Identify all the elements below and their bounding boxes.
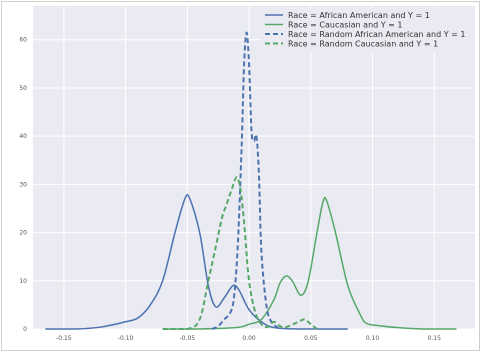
legend-label: Race = Random African American and Y = 1 [288, 30, 465, 39]
plot-area [33, 6, 475, 329]
x-tick-label: 0.10 [366, 335, 380, 342]
x-tick-label: 0.15 [428, 335, 442, 342]
y-tick-label: 0 [23, 326, 27, 333]
series-lines [45, 31, 457, 330]
y-tick-label: 50 [19, 85, 27, 92]
x-tick-label: -0.10 [118, 335, 134, 342]
legend-label: Race = Caucasian and Y = 1 [288, 21, 403, 30]
y-tick-label: 20 [19, 230, 27, 237]
y-tick-label: 30 [19, 181, 27, 188]
x-tick-label: -0.15 [56, 335, 72, 342]
x-tick-label: -0.05 [180, 335, 196, 342]
grid-lines [33, 6, 475, 330]
y-tick-labels: 0 10 20 30 40 50 60 [19, 37, 27, 333]
series-line-3 [211, 31, 281, 330]
x-tick-label: 0.05 [304, 335, 318, 342]
y-tick-label: 60 [19, 37, 27, 44]
x-tick-labels: -0.15 -0.10 -0.05 0.00 0.05 0.10 0.15 [56, 335, 441, 342]
y-tick-label: 40 [19, 133, 27, 140]
legend-label: Race = Random Caucasian and Y = 1 [288, 40, 438, 49]
series-line-4 [162, 176, 318, 330]
x-tick-label: 0.00 [242, 335, 256, 342]
legend-label: Race = African American and Y = 1 [288, 11, 430, 20]
series-line-2 [162, 196, 457, 330]
legend-box [261, 8, 473, 52]
y-tick-label: 10 [19, 278, 27, 285]
